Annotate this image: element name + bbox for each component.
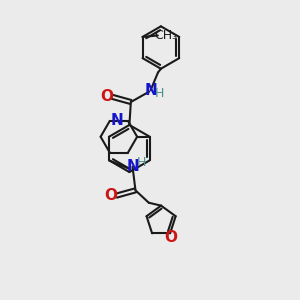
Text: O: O bbox=[164, 230, 177, 245]
Text: H: H bbox=[137, 156, 146, 169]
Text: H: H bbox=[155, 87, 164, 100]
Text: N: N bbox=[111, 113, 124, 128]
Text: CH₃: CH₃ bbox=[154, 29, 178, 42]
Text: O: O bbox=[100, 89, 113, 104]
Text: N: N bbox=[126, 159, 139, 174]
Text: O: O bbox=[105, 188, 118, 203]
Text: N: N bbox=[144, 83, 157, 98]
